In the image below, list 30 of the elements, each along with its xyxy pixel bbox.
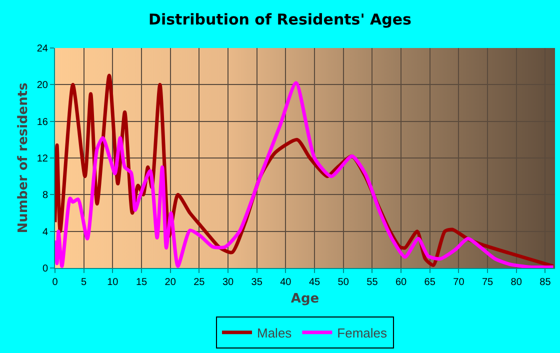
x-tick-label: 75 xyxy=(482,277,494,288)
x-tick-label: 60 xyxy=(395,277,408,288)
x-tick-label: 0 xyxy=(52,277,58,288)
legend-label: Males xyxy=(257,325,292,340)
x-tick-label: 65 xyxy=(424,277,436,288)
x-tick-label: 5 xyxy=(81,277,88,288)
x-tick-label: 20 xyxy=(164,277,176,288)
x-tick-label: 50 xyxy=(338,277,350,288)
y-tick-label: 4 xyxy=(42,226,48,238)
y-tick-label: 24 xyxy=(36,44,48,54)
y-tick-label: 0 xyxy=(42,264,48,274)
x-tick-label: 25 xyxy=(194,277,206,288)
x-tick-label: 35 xyxy=(251,277,263,288)
x-axis-title: Age xyxy=(290,292,320,307)
y-tick-label: 16 xyxy=(36,116,48,128)
x-tick-label: 70 xyxy=(453,277,465,288)
y-tick-label: 20 xyxy=(36,80,48,92)
chart-title: Distribution of Residents' Ages xyxy=(148,10,412,29)
x-tick-label: 15 xyxy=(136,277,148,288)
legend-label: Females xyxy=(337,325,388,340)
x-tick-label: 80 xyxy=(510,277,522,288)
y-axis-title: Number of residents xyxy=(16,82,31,234)
x-tick-label: 40 xyxy=(280,277,292,288)
x-tick-label: 55 xyxy=(366,277,378,288)
y-tick-label: 8 xyxy=(42,190,48,202)
x-tick-label: 30 xyxy=(222,277,234,288)
x-tick-label: 45 xyxy=(308,277,321,288)
x-tick-label: 85 xyxy=(540,277,552,288)
y-tick-label: 12 xyxy=(36,154,48,164)
x-tick-label: 10 xyxy=(107,277,119,288)
